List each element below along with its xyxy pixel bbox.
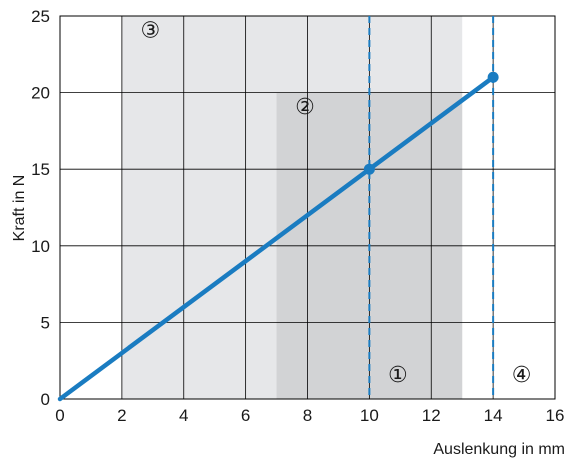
x-axis-label: Auslenkung in mm [433, 441, 565, 458]
x-tick-label-7: 14 [484, 406, 503, 425]
y-tick-label-2: 10 [31, 237, 50, 256]
x-tick-label-6: 12 [422, 406, 441, 425]
y-tick-label-0: 0 [41, 390, 50, 409]
x-tick-label-4: 8 [303, 406, 312, 425]
annotation-2: ② [295, 95, 315, 120]
y-tick-label-1: 5 [41, 313, 50, 332]
y-tick-label-4: 20 [31, 84, 50, 103]
point-markers [363, 71, 499, 175]
annotation-3: ③ [140, 18, 160, 43]
data-point-2 [487, 71, 499, 83]
x-tick-label-3: 6 [241, 406, 250, 425]
y-tick-label-3: 15 [31, 160, 50, 179]
x-tick-label-2: 4 [179, 406, 188, 425]
shaded-regions [121, 16, 463, 399]
plot-frame [59, 15, 556, 400]
series-layer [57, 75, 496, 402]
x-tick-label-0: 0 [55, 406, 64, 425]
annotation-4: ④ [512, 363, 532, 388]
x-tick-label-5: 10 [360, 406, 379, 425]
x-tick-label-1: 2 [117, 406, 126, 425]
annotations: ① ② ③ ④ [140, 18, 531, 388]
y-axis-label: Kraft in N [11, 175, 28, 242]
annotation-1: ① [388, 363, 408, 388]
y-tick-label-5: 25 [31, 7, 50, 26]
y-tick-labels: 0 5 10 15 20 25 [31, 7, 50, 409]
series-line-1 [57, 75, 496, 402]
x-tick-label-8: 16 [546, 406, 565, 425]
data-point-1 [363, 163, 375, 175]
x-tick-labels: 0 2 4 6 8 10 12 14 16 [55, 406, 564, 425]
